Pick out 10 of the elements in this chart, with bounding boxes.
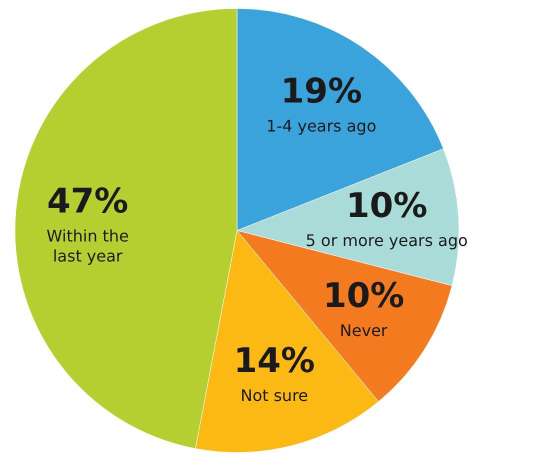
data-label: 10%	[346, 186, 428, 226]
slice-label: 5 or more years ago	[306, 231, 468, 250]
data-label: 19%	[280, 71, 362, 112]
slice-label: Within the last year	[46, 226, 129, 266]
slice-label: 1-4 years ago	[266, 116, 376, 136]
slice-label: Not sure	[240, 386, 308, 405]
data-label: 14%	[234, 340, 315, 381]
data-label: 47%	[46, 181, 128, 222]
slice-label: Never	[340, 320, 388, 340]
data-label: 10%	[322, 276, 404, 316]
